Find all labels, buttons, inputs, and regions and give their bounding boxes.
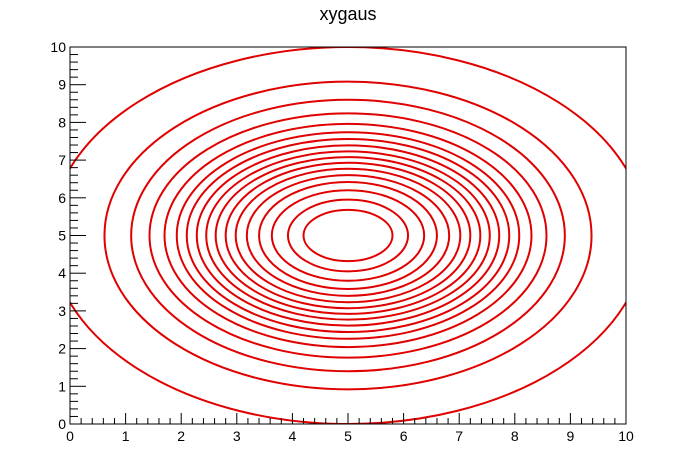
contour-line-6: [234, 167, 462, 304]
y-tick-label: 3: [58, 303, 66, 319]
x-tick-label: 6: [400, 428, 408, 444]
chart-title: xygaus: [319, 4, 376, 24]
x-tick-label: 2: [177, 428, 185, 444]
contour-line-14: [148, 112, 548, 359]
y-tick-label: 2: [58, 341, 66, 357]
x-tick-label: 9: [567, 428, 575, 444]
x-tick-label: 4: [289, 428, 297, 444]
x-tick-label: 5: [344, 428, 352, 444]
contour-line-9: [205, 150, 491, 321]
contour-line-2: [286, 198, 410, 273]
contour-line-16: [103, 80, 593, 391]
x-tick-label: 7: [455, 428, 463, 444]
y-tick-label: 4: [58, 265, 66, 281]
x-tick-label: 3: [233, 428, 241, 444]
x-tick-label: 1: [122, 428, 130, 444]
contour-layer: [70, 47, 626, 424]
y-tick-label: 10: [50, 39, 66, 55]
contour-line-1: [302, 208, 394, 263]
contour-line-12: [175, 131, 521, 340]
contour-line-10: [195, 144, 501, 327]
contour-line-15: [130, 98, 566, 373]
contour-line-3: [270, 189, 426, 282]
x-tick-label: 10: [618, 428, 634, 444]
contour-line-7: [224, 161, 472, 310]
y-tick-label: 7: [58, 152, 66, 168]
plot-frame: [69, 46, 627, 425]
y-tick-label: 1: [58, 378, 66, 394]
contour-line-11: [185, 137, 511, 334]
y-tick-label: 5: [58, 228, 66, 244]
contour-line-4: [258, 180, 438, 291]
x-axis: 0 1 2 3 4 5 6 7 8 9 10: [66, 413, 634, 444]
y-axis: 0 1 2 3 4 5 6 7 8 9 10: [50, 39, 86, 432]
contour-line-17: [70, 47, 626, 424]
x-tick-label: 0: [66, 428, 74, 444]
contour-line-13: [163, 122, 533, 349]
contour-line-8: [214, 156, 482, 315]
y-tick-label: 8: [58, 114, 66, 130]
y-tick-label: 9: [58, 77, 66, 93]
contour-line-5: [245, 174, 451, 297]
x-tick-label: 8: [511, 428, 519, 444]
y-tick-label: 0: [58, 416, 66, 432]
y-tick-label: 6: [58, 190, 66, 206]
